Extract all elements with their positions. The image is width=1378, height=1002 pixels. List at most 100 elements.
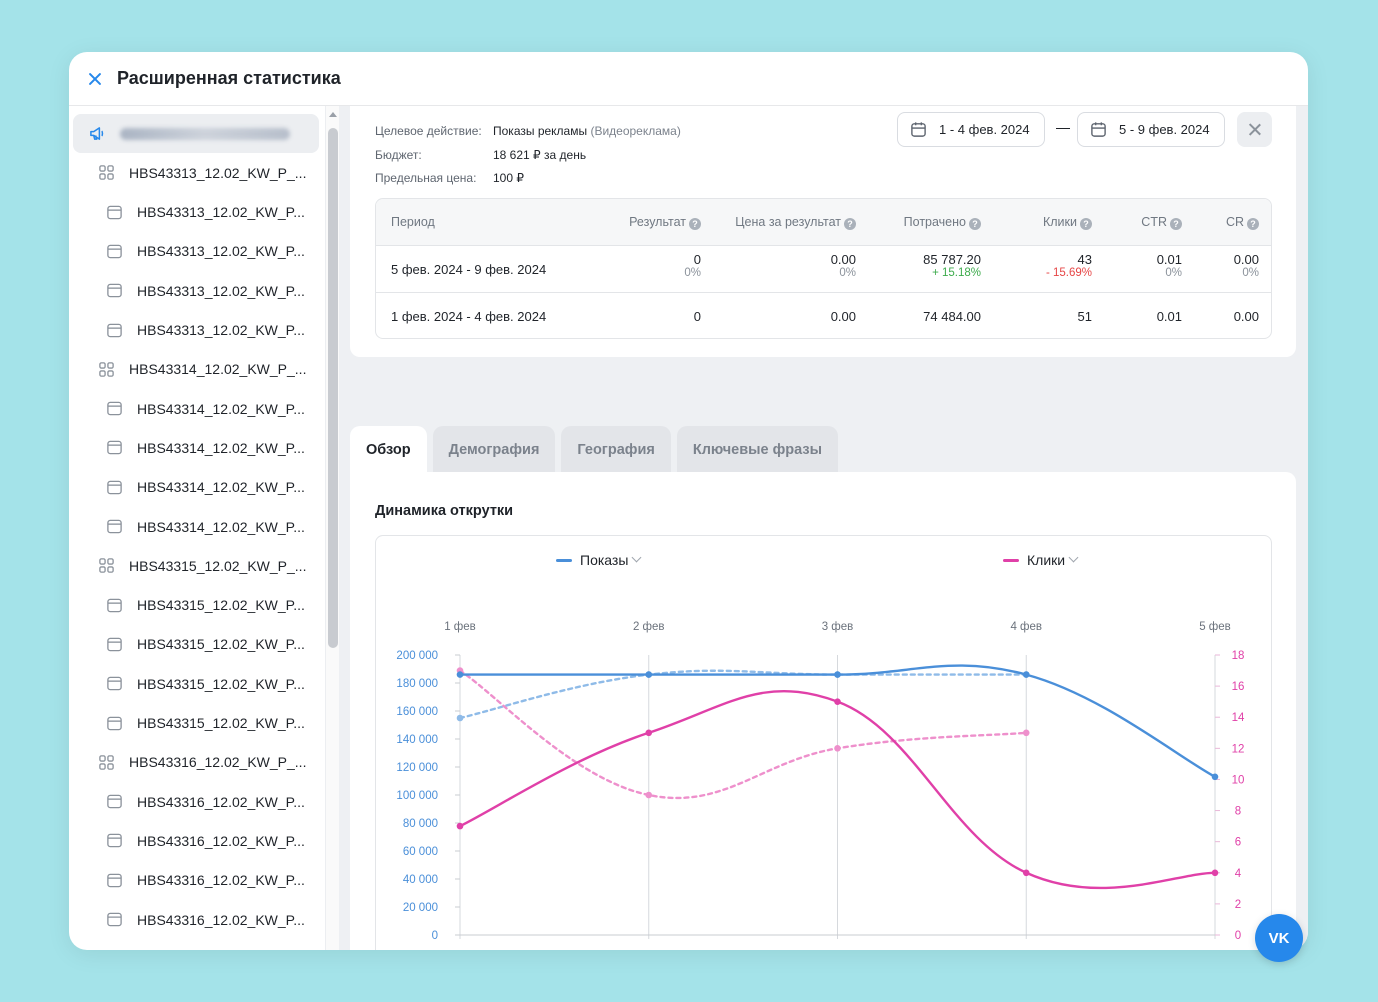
date-range-b-label: 5 - 9 фев. 2024	[1119, 122, 1210, 137]
target-note: (Видеореклама)	[590, 124, 681, 138]
col-period: Период	[391, 215, 435, 229]
col-spent-label: Потрачено	[903, 215, 966, 229]
sidebar-item-ad[interactable]: HBS43314_12.02_KW_P...	[73, 468, 319, 507]
sidebar-item-ad[interactable]: HBS43316_12.02_KW_P...	[73, 821, 319, 860]
data-point-clicks-previous	[645, 791, 653, 799]
tab-geography[interactable]: География	[561, 426, 671, 474]
stats-table: Период Результат? Цена за результат? Пот…	[375, 198, 1272, 339]
row-ctr: 0.01 0%	[1157, 252, 1182, 279]
sidebar-item-group[interactable]: HBS43313_12.02_KW_P_...	[73, 153, 319, 192]
sidebar-item-ad[interactable]: HBS43316_12.02_KW_P...	[73, 861, 319, 900]
y-right-tick-label: 18	[1232, 650, 1245, 662]
sidebar-item-label: HBS43316_12.02_KW_P...	[137, 832, 305, 849]
help-icon[interactable]: ?	[969, 218, 981, 230]
sidebar-item-ad[interactable]: HBS43313_12.02_KW_P...	[73, 271, 319, 310]
tab-demography[interactable]: Демография	[432, 426, 556, 474]
sidebar-scrollbar[interactable]	[325, 106, 339, 950]
scrollbar-thumb[interactable]	[328, 128, 338, 648]
y-right-tick-label: 16	[1232, 681, 1245, 693]
date-range-a-button[interactable]: 1 - 4 фев. 2024	[897, 112, 1045, 147]
sidebar-item-label: HBS43314_12.02_KW_P_...	[129, 361, 307, 378]
sidebar-item-label: HBS43313_12.02_KW_P...	[137, 282, 305, 299]
sidebar-item-group[interactable]: HBS43316_12.02_KW_P_...	[73, 743, 319, 782]
sidebar-item-label: HBS43313_12.02_KW_P_...	[129, 164, 307, 181]
limit-price-value: 100 ₽	[493, 171, 524, 185]
tab-overview[interactable]: Обзор	[350, 426, 427, 474]
summary-card: Целевое действие: Показы рекламы (Видеоре…	[350, 106, 1296, 357]
x-top-tick-label: 1 фев	[444, 621, 476, 633]
sidebar-item-ad[interactable]: HBS43315_12.02_KW_P...	[73, 625, 319, 664]
sidebar-item-ad[interactable]: HBS43313_12.02_KW_P...	[73, 232, 319, 271]
sidebar-item-ad[interactable]: HBS43314_12.02_KW_P...	[73, 428, 319, 467]
row-spent: 85 787.20 + 15.18%	[923, 252, 981, 279]
chart-card: Динамика открутки Показы Клики 200 000 18…	[350, 472, 1296, 950]
help-icon[interactable]: ?	[1247, 218, 1259, 230]
sidebar-item-ad[interactable]: HBS43313_12.02_KW_P...	[73, 193, 319, 232]
calendar-icon	[1091, 122, 1106, 137]
ad-banner-icon	[107, 716, 122, 730]
scroll-up-arrow-icon[interactable]	[329, 112, 337, 117]
legend-label: Клики	[1027, 552, 1066, 568]
x-top-tick-label: 3 фев	[822, 621, 854, 633]
clear-compare-button[interactable]	[1237, 112, 1272, 147]
table-header: Период Результат? Цена за результат? Пот…	[376, 199, 1271, 246]
help-icon[interactable]: ?	[689, 218, 701, 230]
ad-banner-icon	[107, 323, 122, 337]
date-range-b-button[interactable]: 5 - 9 фев. 2024	[1077, 112, 1225, 147]
y-right-tick-label: 10	[1232, 774, 1245, 786]
sidebar-item-label: HBS43314_12.02_KW_P...	[137, 400, 305, 417]
delta: 0%	[684, 267, 701, 279]
sidebar-item-ad[interactable]: HBS43316_12.02_KW_P...	[73, 900, 319, 939]
col-price-label: Цена за результат	[735, 215, 841, 229]
col-result: Результат?	[629, 215, 701, 230]
row-price: 0.00	[830, 309, 856, 324]
sidebar-item-ad[interactable]: HBS43315_12.02_KW_P...	[73, 664, 319, 703]
sidebar-item-ad[interactable]: HBS43315_12.02_KW_P...	[73, 586, 319, 625]
y-left-tick-label: 60 000	[403, 846, 438, 858]
target-value: Показы рекламы	[493, 124, 588, 138]
row-clicks: 43- 15.69%	[1046, 252, 1092, 279]
sidebar-item-ad[interactable]: HBS43313_12.02_KW_P...	[73, 311, 319, 350]
delta: 0%	[839, 267, 856, 279]
data-point-clicks-current	[645, 729, 653, 737]
legend-clicks[interactable]: Клики	[1003, 552, 1079, 568]
sidebar-item-label: HBS43316_12.02_KW_P...	[137, 793, 305, 810]
value: 0.01	[1156, 252, 1182, 267]
group-grid-icon	[99, 755, 114, 770]
vk-logo-icon[interactable]: VK	[1255, 914, 1303, 962]
help-icon[interactable]: ?	[1170, 218, 1182, 230]
group-grid-icon	[99, 558, 114, 574]
stats-tabs: Обзор Демография География Ключевые фраз…	[350, 426, 844, 474]
sidebar-item-label: HBS43314_12.02_KW_P...	[137, 439, 305, 456]
sidebar-item-ad[interactable]: HBS43314_12.02_KW_P...	[73, 507, 319, 546]
y-right-tick-label: 6	[1235, 837, 1241, 849]
help-icon[interactable]: ?	[1080, 218, 1092, 230]
sidebar-item-label: HBS43313_12.02_KW_P...	[137, 243, 305, 260]
ad-banner-icon	[107, 519, 122, 534]
y-left-tick-label: 200 000	[396, 650, 438, 662]
table-row: 5 фев. 2024 - 9 фев. 2024 0 0% 0.00 0% 85 …	[376, 246, 1271, 293]
sidebar-item-label: HBS43315_12.02_KW_P...	[137, 715, 305, 731]
sidebar-item-campaign[interactable]	[73, 114, 319, 153]
data-point-clicks-current	[834, 698, 841, 705]
delta: 0%	[1242, 267, 1259, 279]
target-label: Целевое действие:	[375, 124, 482, 138]
legend-impressions[interactable]: Показы	[556, 552, 642, 568]
ad-banner-icon	[107, 598, 122, 612]
help-icon[interactable]: ?	[844, 218, 856, 230]
group-grid-icon	[99, 362, 114, 377]
col-spent: Потрачено?	[904, 215, 981, 230]
close-icon[interactable]	[87, 71, 103, 87]
limit-price-label: Предельная цена:	[375, 171, 477, 185]
tab-keyphrases[interactable]: Ключевые фразы	[676, 426, 838, 474]
sidebar-item-group[interactable]: HBS43315_12.02_KW_P_...	[73, 546, 319, 585]
sidebar-item-ad[interactable]: HBS43315_12.02_KW_P...	[73, 704, 319, 743]
x-top-tick-label: 5 фев	[1199, 621, 1231, 633]
data-point-impressions-current	[645, 671, 653, 678]
row-result: 0 0%	[684, 252, 701, 279]
ad-banner-icon	[107, 637, 122, 652]
sidebar-item-label: HBS43314_12.02_KW_P...	[137, 479, 305, 496]
sidebar-item-ad[interactable]: HBS43314_12.02_KW_P...	[73, 389, 319, 428]
sidebar-item-ad[interactable]: HBS43316_12.02_KW_P...	[73, 782, 319, 821]
sidebar-item-group[interactable]: HBS43314_12.02_KW_P_...	[73, 350, 319, 389]
